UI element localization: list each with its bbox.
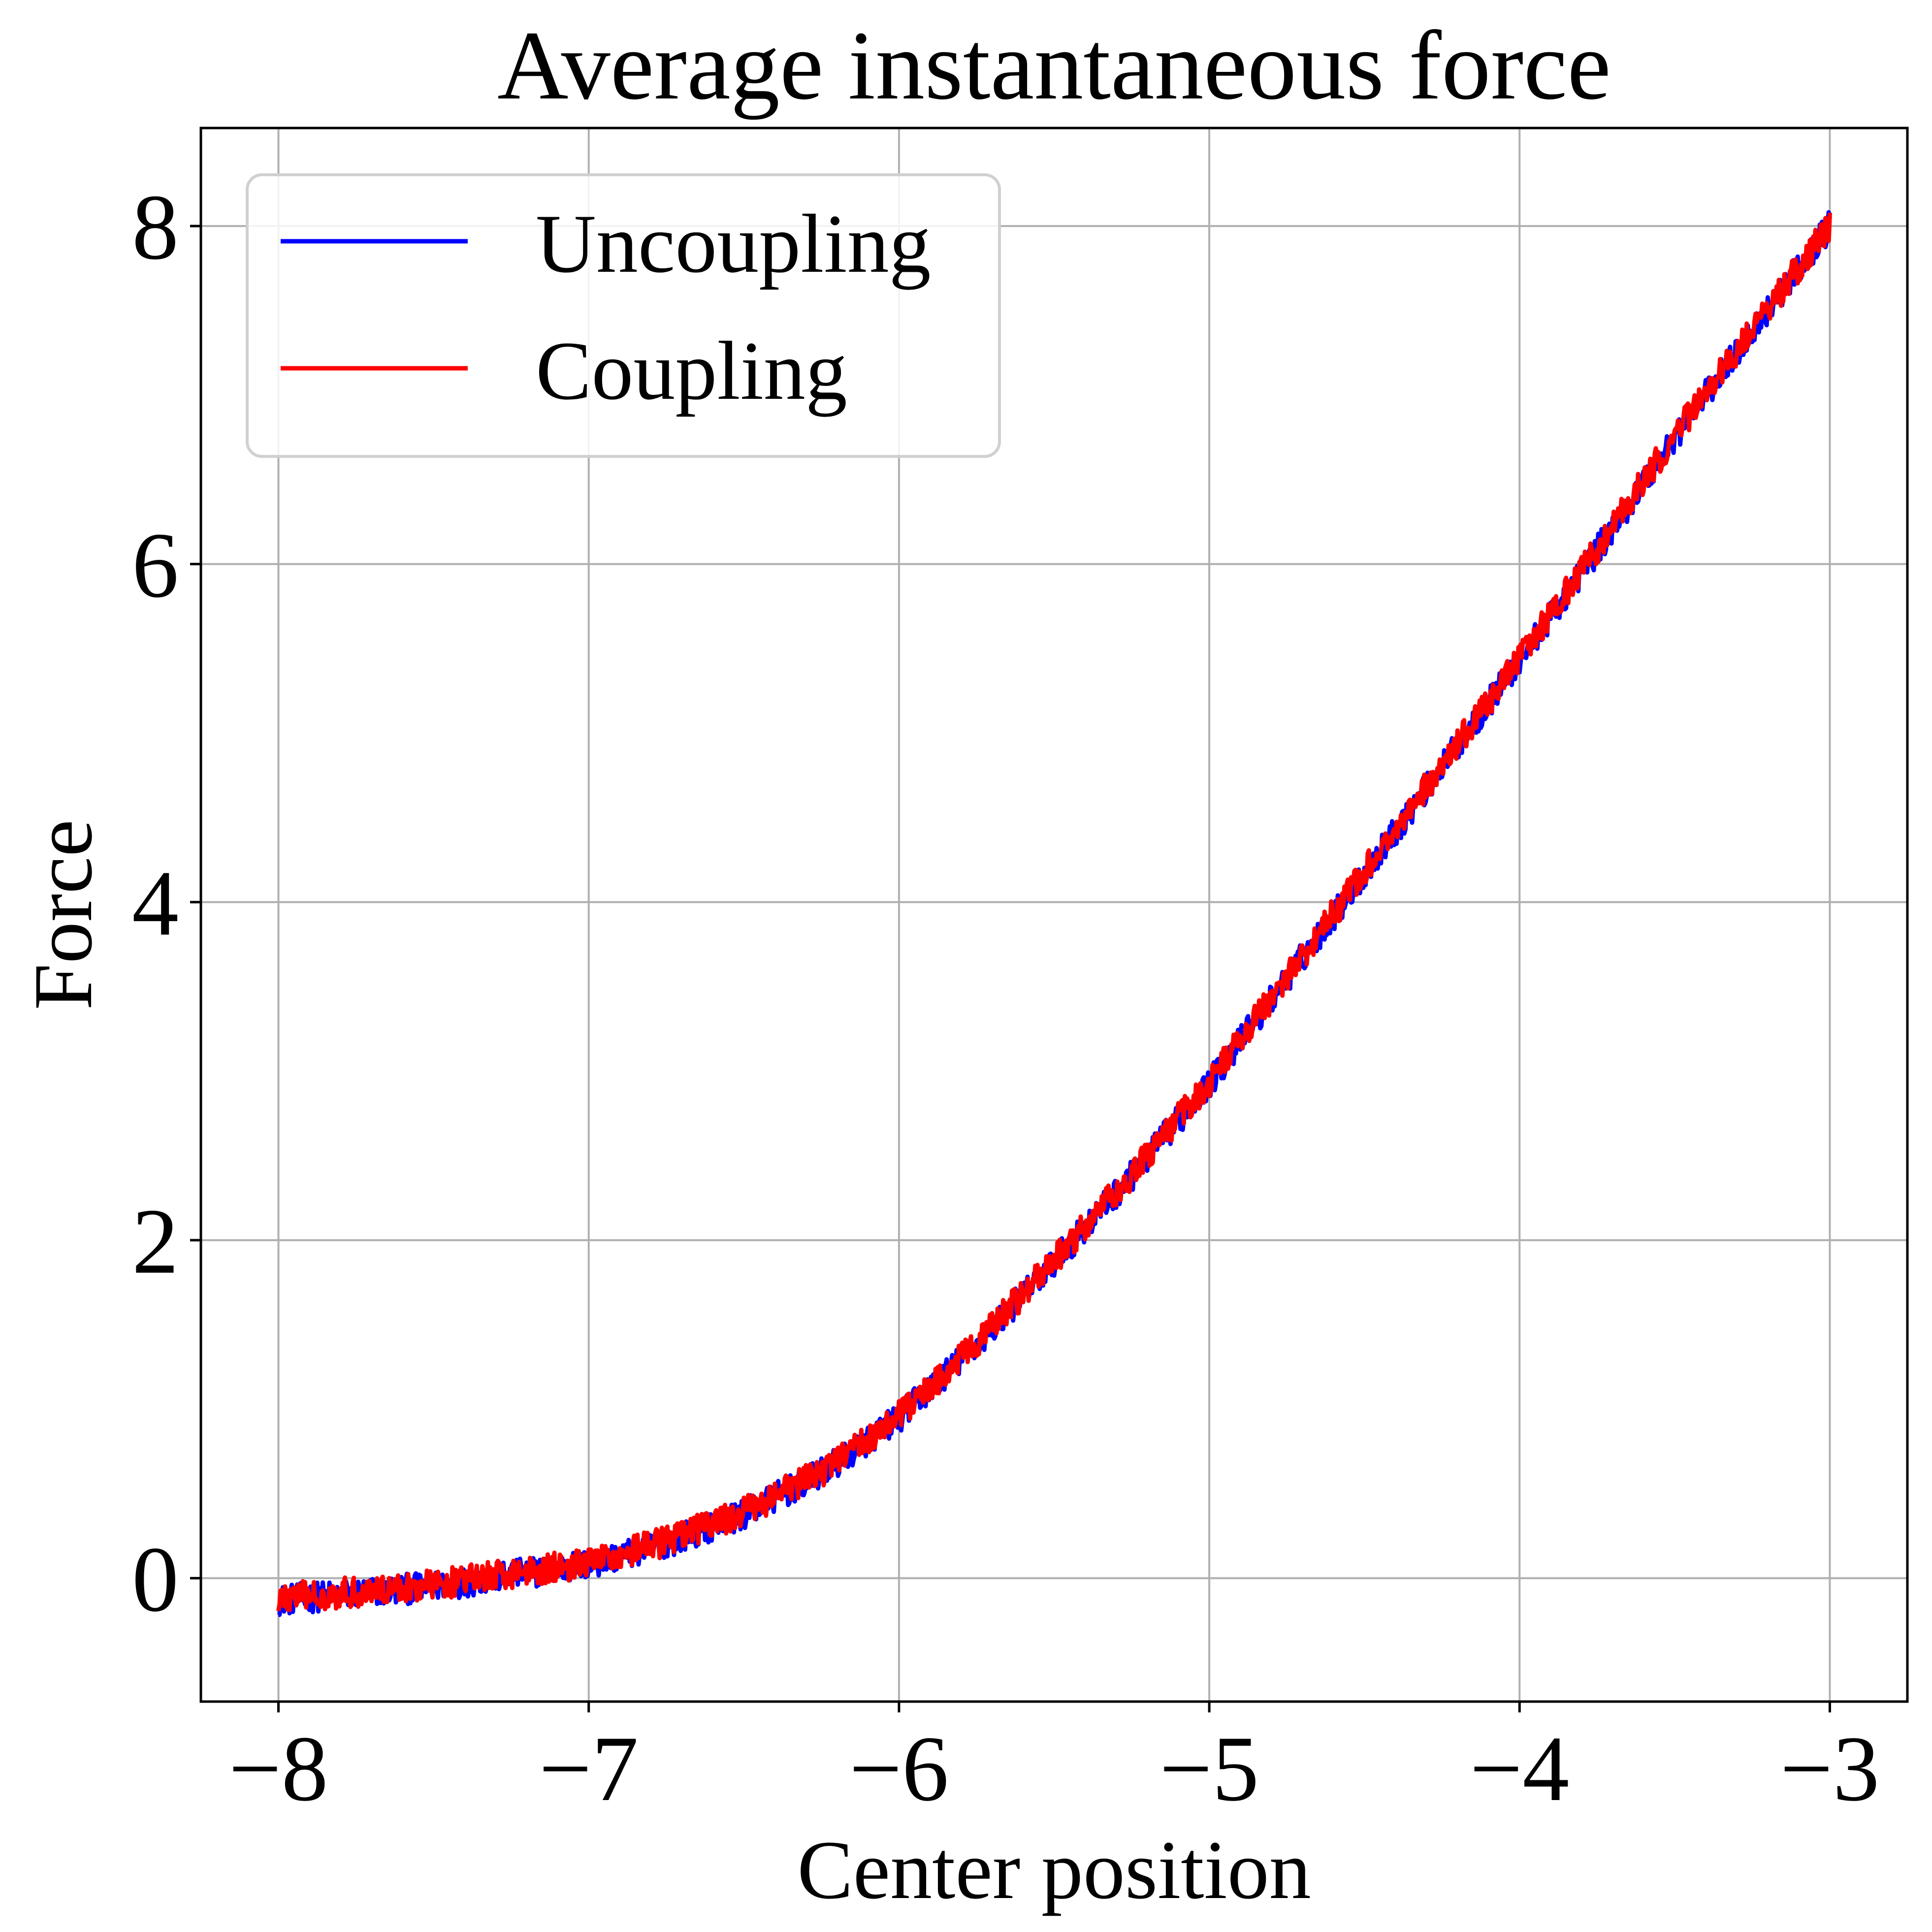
legend-label-coupling: Coupling — [536, 324, 847, 417]
series-layer — [276, 210, 1832, 1617]
legend-box — [246, 173, 1001, 458]
y-tick-label: 0 — [132, 1528, 179, 1631]
legend-label-uncoupling: Uncoupling — [536, 197, 931, 290]
y-tick-label: 8 — [132, 176, 179, 279]
series-line-coupling — [276, 212, 1832, 1612]
x-tick-label: −5 — [1159, 1717, 1259, 1821]
y-tick-label: 2 — [132, 1190, 179, 1293]
chart-title: Average instantaneous force — [497, 11, 1611, 120]
x-axis-ticks: −8 −7 −6 −5 −4 −3 — [228, 1702, 1880, 1821]
x-tick-label: −7 — [539, 1717, 639, 1821]
x-axis-label: Center position — [797, 1824, 1311, 1916]
legend: Uncoupling Coupling — [246, 173, 1001, 458]
y-axis-label: Force — [17, 819, 109, 1010]
x-tick-label: −3 — [1780, 1717, 1879, 1821]
plot-frame — [199, 127, 1909, 1703]
plot-area — [276, 210, 1832, 1617]
x-tick-label: −8 — [228, 1717, 328, 1821]
x-tick-label: −4 — [1470, 1717, 1569, 1821]
y-axis-ticks: 0 2 4 6 8 — [132, 176, 201, 1631]
y-tick-label: 4 — [132, 852, 179, 955]
y-tick-label: 6 — [132, 514, 179, 617]
x-tick-label: −6 — [849, 1717, 949, 1821]
